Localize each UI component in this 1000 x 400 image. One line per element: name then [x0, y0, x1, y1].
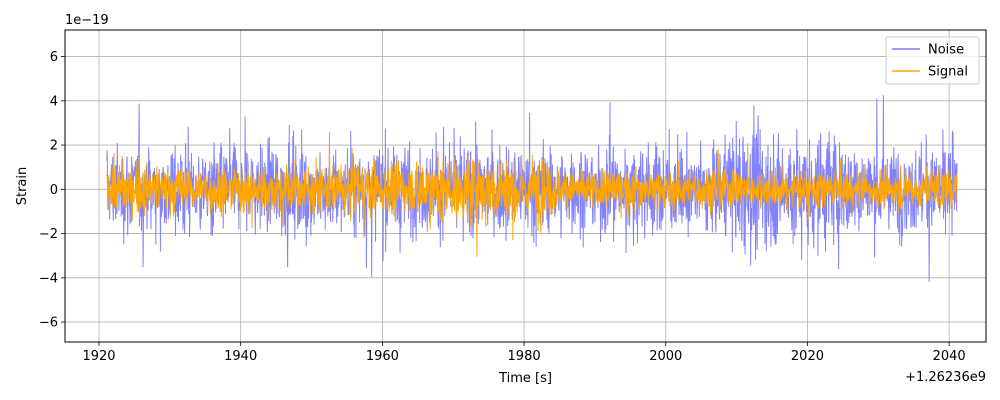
legend: Noise Signal: [885, 36, 980, 85]
x-offset-label: +1.26236e9: [905, 370, 986, 385]
x-tick-label: 2000: [649, 349, 682, 364]
y-tick-label: 2: [50, 139, 58, 154]
x-tick-label: 2020: [791, 349, 824, 364]
y-scale-label: 1e−19: [65, 13, 109, 28]
y-tick-label: 6: [50, 50, 58, 65]
plot-frame: [64, 29, 987, 343]
x-tick-label: 1940: [224, 349, 257, 364]
x-axis-label: Time [s]: [498, 371, 552, 386]
x-tick-label: 1980: [508, 349, 541, 364]
y-tick-label: 4: [50, 94, 58, 109]
y-tick-label: −6: [39, 316, 58, 331]
y-tick-label: −4: [39, 271, 58, 286]
x-tick-label: 1920: [82, 349, 115, 364]
plot-series: [106, 94, 958, 282]
y-tick-label: −2: [39, 227, 58, 242]
x-tick-label: 1960: [366, 349, 399, 364]
legend-label-signal: Signal: [928, 65, 968, 80]
axis-ticks: 1920 1940 1960 1980 2000 2020 2040 −6 −4 −2 0 2 4 6: [39, 50, 966, 364]
series-line-signal: [106, 132, 958, 257]
legend-label-noise: Noise: [928, 43, 964, 58]
y-axis-label: Strain: [15, 167, 30, 206]
y-tick-label: 0: [50, 183, 58, 198]
x-tick-label: 2040: [933, 349, 966, 364]
